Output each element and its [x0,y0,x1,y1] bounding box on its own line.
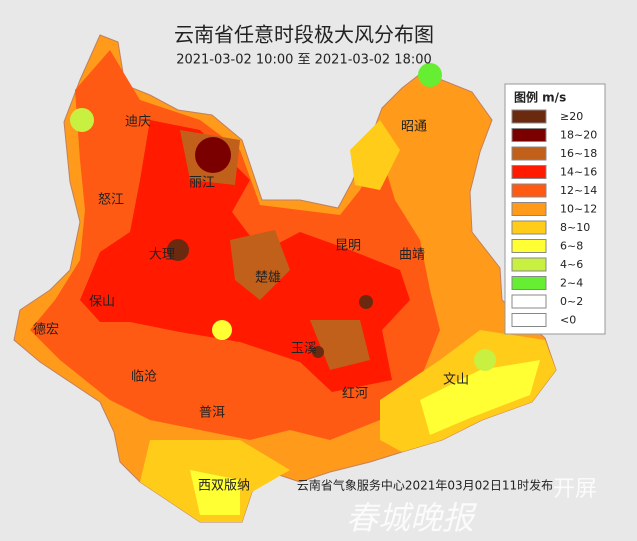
legend-swatch [511,128,547,142]
legend-swatch [511,294,547,309]
legend-swatch [511,257,547,272]
legend-swatch [511,239,547,253]
city-label: 红河 [342,386,368,402]
city-label: 玉溪 [291,342,317,357]
footer: 云南省气象服务中心2021年03月02日11时发布 [297,478,553,493]
legend-swatch [511,276,547,290]
city-label: 保山 [89,295,115,310]
watermark: 开屏 [553,477,597,502]
city-label: 丽江 [189,176,215,191]
legend-label: <0 [560,314,576,327]
wind-spot [312,346,324,358]
legend-swatch [511,313,547,327]
city-label: 大理 [149,248,175,263]
wind-spot [212,320,232,340]
legend-label: 4~6 [560,258,583,271]
legend-label: 14~16 [560,166,597,179]
wind-zone-16 [180,130,370,370]
legend-label: 0~2 [560,295,583,308]
legend-label: 8~10 [560,221,590,234]
city-label: 文山 [443,373,469,388]
legend-label: 6~8 [560,240,583,253]
legend-swatch [511,202,547,216]
legend-label: ≥20 [560,110,583,123]
legend-label: 2~4 [560,277,583,290]
city-label: 昭通 [401,120,427,135]
wind-spot [474,349,496,371]
city-label: 普洱 [199,406,225,421]
watermark: 春城晚报 [346,499,478,537]
legend-label: 12~14 [560,184,597,197]
wind-spot [418,63,442,87]
legend: 图例 m/s ≥20 18~20 16~18 14~16 12~14 10~12 8~10 6… [504,83,606,335]
wind-zone-6 [190,360,540,515]
city-label: 西双版纳 [198,479,250,494]
city-label: 楚雄 [255,271,281,286]
legend-swatch [511,220,547,235]
wind-spot [195,137,231,173]
legend-swatch [511,109,547,124]
city-label: 德宏 [33,323,59,338]
legend-title: 图例 m/s [514,90,566,105]
legend-label: 18~20 [560,129,597,142]
city-label: 曲靖 [399,248,425,263]
wind-spot [359,295,373,309]
legend-label: 16~18 [560,147,597,160]
title: 云南省任意时段极大风分布图 [174,23,434,47]
legend-swatch [511,146,547,161]
subtitle: 2021-03-02 10:00 至 2021-03-02 18:00 [176,53,432,68]
city-label: 昆明 [335,239,361,254]
legend-swatch [511,183,547,198]
city-label: 迪庆 [125,115,151,130]
wind-spot [167,239,189,261]
city-label: 临沧 [131,369,157,385]
wind-spot [70,108,94,132]
city-label: 怒江 [98,193,124,208]
legend-swatch [511,165,547,179]
legend-label: 10~12 [560,203,597,216]
